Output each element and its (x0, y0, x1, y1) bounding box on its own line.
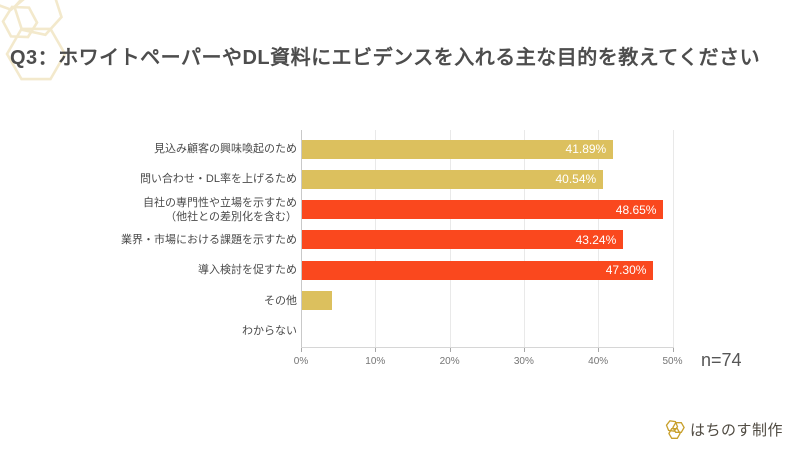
hexagon-shape (665, 420, 679, 432)
bar-value-label: 41.89% (565, 142, 607, 156)
bar: 40.54% (302, 169, 604, 189)
category-label: わからない (242, 324, 297, 337)
axis-tick-label: 40% (588, 356, 609, 367)
axis-tick-label: 10% (365, 356, 386, 367)
hexagon-shape (668, 428, 681, 439)
gridline (301, 130, 302, 347)
axis-tick-mark (375, 347, 377, 352)
category-label: その他 (264, 294, 297, 307)
honeycomb-logo-icon (665, 420, 685, 439)
category-label: 導入検討を促すため (198, 264, 297, 277)
axis-tick-label: 50% (662, 356, 683, 367)
brand-name: はちのす制作 (689, 422, 783, 439)
hexagon-shape (5, 27, 67, 81)
hexagon-shape (1, 5, 39, 39)
sample-size-label: n=74 (701, 350, 742, 370)
category-label: 問い合わせ・DL率を上げるため (139, 173, 297, 186)
axis-tick-mark (598, 347, 600, 352)
bar: 43.24% (302, 230, 624, 250)
page-title: Q3：ホワイトペーパーやDL資料にエビデンスを入れる主な目的を教えてください (10, 47, 761, 69)
x-axis-line (301, 347, 674, 348)
hexagon-shape (672, 422, 685, 433)
bar-value-label: 40.54% (555, 172, 597, 187)
category-label: 自社の専門性や立場を示すため （他社との差別化を含む） (143, 196, 297, 223)
bar-value-label: 43.24% (575, 232, 617, 247)
bar: 48.65% (302, 200, 664, 220)
axis-tick-label: 30% (513, 356, 534, 367)
axis-tick-mark (301, 347, 302, 352)
axis-tick-label: 20% (439, 356, 460, 367)
axis-tick-mark (449, 347, 451, 352)
gridline (672, 130, 674, 347)
brand-footer: はちのす制作 (665, 418, 783, 441)
bar: 41.89% (302, 139, 614, 159)
bar: 47.30% (302, 260, 654, 280)
category-label: 見込み顧客の興味喚起のため (154, 143, 297, 155)
bar-value-label: 47.30% (605, 263, 647, 278)
axis-tick-mark (523, 347, 525, 352)
hexagon-decoration-icon (0, 0, 67, 81)
axis-tick-label: 0% (293, 356, 309, 367)
category-label: 業界・市場における課題を示すため (121, 233, 297, 246)
bar-value-label: 48.65% (615, 202, 657, 217)
bar (302, 291, 333, 310)
axis-tick-mark (672, 347, 674, 352)
